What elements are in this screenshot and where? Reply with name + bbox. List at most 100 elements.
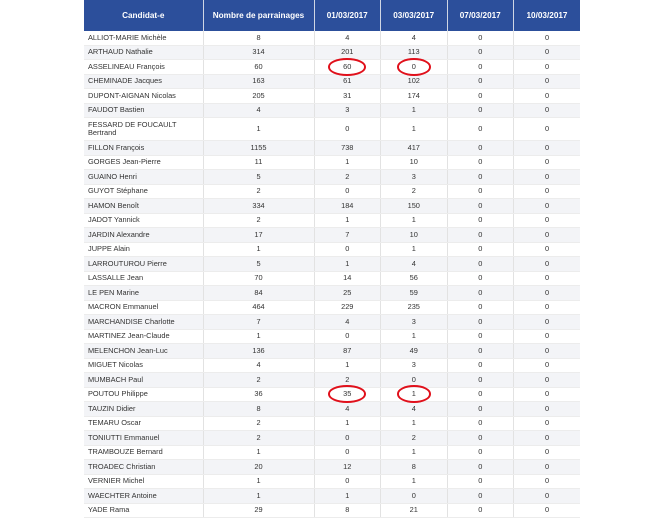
total-parrainages: 464 — [203, 300, 315, 315]
count-date-3: 0 — [447, 503, 514, 518]
count-date-2: 56 — [380, 271, 448, 286]
candidate-name: MARTINEZ Jean-Claude — [84, 329, 204, 344]
count-date-4: 0 — [513, 416, 580, 431]
count-date-3: 0 — [447, 103, 514, 118]
count-date-1: 0 — [314, 242, 381, 257]
table-row: TEMARU Oscar 2 1 1 0 0 — [84, 416, 580, 431]
count-date-3: 0 — [447, 314, 514, 330]
candidate-name: HAMON Benoît — [84, 198, 204, 214]
total-parrainages: 2 — [203, 416, 315, 431]
count-date-1: 0 — [314, 474, 381, 489]
highlight-circle: 60 — [327, 58, 368, 75]
table-row: JARDIN Alexandre 17 7 10 0 0 — [84, 227, 580, 243]
count-date-1: 4 — [314, 31, 381, 46]
count-date-3: 0 — [447, 74, 514, 89]
count-date-1: 229 — [314, 300, 381, 315]
candidate-name: DUPONT-AIGNAN Nicolas — [84, 88, 204, 104]
candidate-name: ARTHAUD Nathalie — [84, 45, 204, 60]
count-date-3: 0 — [447, 213, 514, 228]
count-date-4: 0 — [513, 256, 580, 272]
candidate-name: MARCHANDISE Charlotte — [84, 314, 204, 330]
count-date-4: 0 — [513, 474, 580, 489]
candidate-name: TROADEC Christian — [84, 459, 204, 475]
candidate-name: MACRON Emmanuel — [84, 300, 204, 315]
total-parrainages: 4 — [203, 358, 315, 373]
parrainages-table: Candidat-e Nombre de parrainages 01/03/2… — [84, 0, 580, 518]
count-date-4: 0 — [513, 59, 580, 75]
candidate-name: LE PEN Marine — [84, 285, 204, 301]
count-date-1: 14 — [314, 271, 381, 286]
candidate-name: TRAMBOUZE Bernard — [84, 445, 204, 460]
candidate-name: LARROUTUROU Pierre — [84, 256, 204, 272]
count-date-2: 21 — [380, 503, 448, 518]
count-date-3: 0 — [447, 169, 514, 185]
table-row: TONIUTTI Emmanuel 2 0 2 0 0 — [84, 430, 580, 446]
candidate-name: TONIUTTI Emmanuel — [84, 430, 204, 446]
table-row: MELENCHON Jean-Luc 136 87 49 0 0 — [84, 343, 580, 359]
count-date-4: 0 — [513, 343, 580, 359]
table-row: ASSELINEAU François 60 60 0 0 0 — [84, 58, 580, 75]
count-date-2: 2 — [380, 430, 448, 446]
count-date-3: 0 — [447, 155, 514, 170]
count-date-2: 1 — [380, 329, 448, 344]
count-date-4: 0 — [513, 31, 580, 46]
total-parrainages: 5 — [203, 169, 315, 185]
count-date-3: 0 — [447, 329, 514, 344]
total-parrainages: 205 — [203, 88, 315, 104]
count-date-3: 0 — [447, 140, 514, 156]
count-date-4: 0 — [513, 169, 580, 185]
count-date-2: 3 — [380, 314, 448, 330]
table-row: POUTOU Philippe 36 35 1 0 0 — [84, 385, 580, 403]
count-date-4: 0 — [513, 401, 580, 417]
table-row: ARTHAUD Nathalie 314 201 113 0 0 — [84, 45, 580, 60]
total-parrainages: 2 — [203, 372, 315, 388]
count-date-2: 1 — [380, 445, 448, 460]
total-parrainages: 136 — [203, 343, 315, 359]
count-date-2: 417 — [380, 140, 448, 156]
candidate-name: CHEMINADE Jacques — [84, 74, 204, 89]
count-date-2: 174 — [380, 88, 448, 104]
count-date-1: 35 — [314, 385, 381, 403]
count-date-4: 0 — [513, 372, 580, 388]
header-date-4: 10/03/2017 — [513, 0, 580, 31]
total-parrainages: 36 — [203, 387, 315, 402]
count-date-2: 59 — [380, 285, 448, 301]
total-parrainages: 4 — [203, 103, 315, 118]
count-date-1: 12 — [314, 459, 381, 475]
count-date-1: 8 — [314, 503, 381, 518]
table-row: HAMON Benoît 334 184 150 0 0 — [84, 198, 580, 214]
table-body: ALLIOT-MARIE Michèle 8 4 4 0 0 ARTHAUD Nathali… — [84, 31, 580, 518]
count-date-2: 0 — [380, 372, 448, 388]
count-date-2: 2 — [380, 184, 448, 199]
candidate-name: MELENCHON Jean-Luc — [84, 343, 204, 359]
candidate-name: GUYOT Stéphane — [84, 184, 204, 199]
count-date-4: 0 — [513, 503, 580, 518]
count-date-1: 4 — [314, 401, 381, 417]
highlight-circle: 0 — [396, 58, 432, 75]
count-date-4: 0 — [513, 74, 580, 89]
count-date-4: 0 — [513, 184, 580, 199]
total-parrainages: 29 — [203, 503, 315, 518]
table-row: FILLON François 1155 738 417 0 0 — [84, 140, 580, 156]
count-date-2: 49 — [380, 343, 448, 359]
total-parrainages: 2 — [203, 184, 315, 199]
count-date-1: 0 — [314, 445, 381, 460]
count-date-3: 0 — [447, 459, 514, 475]
table-row: TRAMBOUZE Bernard 1 0 1 0 0 — [84, 445, 580, 460]
count-date-4: 0 — [513, 242, 580, 257]
count-date-2: 150 — [380, 198, 448, 214]
count-date-4: 0 — [513, 387, 580, 402]
table-row: YADE Rama 29 8 21 0 0 — [84, 503, 580, 518]
total-parrainages: 11 — [203, 155, 315, 170]
candidate-name: TAUZIN Didier — [84, 401, 204, 417]
candidate-name: LASSALLE Jean — [84, 271, 204, 286]
candidate-name: POUTOU Philippe — [84, 387, 204, 402]
count-date-1: 1 — [314, 358, 381, 373]
table-row: GORGES Jean-Pierre 11 1 10 0 0 — [84, 155, 580, 170]
count-date-1: 25 — [314, 285, 381, 301]
table-row: CHEMINADE Jacques 163 61 102 0 0 — [84, 74, 580, 89]
table-row: TROADEC Christian 20 12 8 0 0 — [84, 459, 580, 475]
count-date-1: 738 — [314, 140, 381, 156]
count-date-4: 0 — [513, 285, 580, 301]
count-date-3: 0 — [447, 285, 514, 301]
